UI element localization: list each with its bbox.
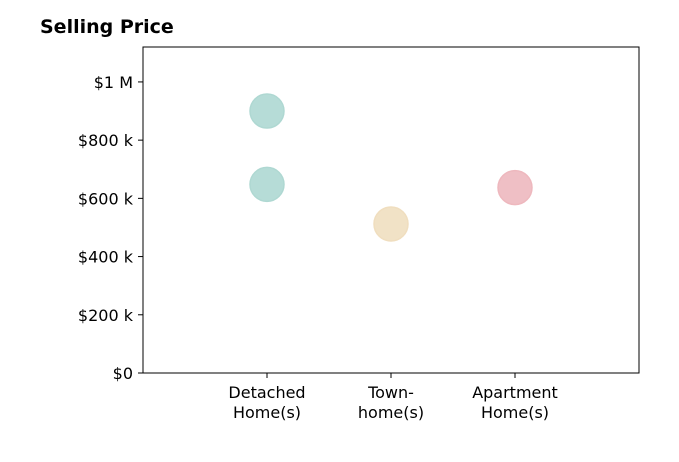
y-tick-label: $200 k — [78, 306, 134, 325]
x-tick-label: Home(s) — [481, 403, 549, 422]
x-tick-label: Apartment — [472, 383, 558, 402]
x-tick-label: Detached — [228, 383, 305, 402]
x-tick-label: Town- — [367, 383, 414, 402]
y-tick-label: $600 k — [78, 189, 134, 208]
y-tick-label: $400 k — [78, 248, 134, 267]
y-tick-label: $800 k — [78, 131, 134, 150]
data-point — [497, 169, 533, 206]
y-tick-label: $0 — [113, 364, 133, 383]
data-point — [249, 166, 285, 203]
x-axis: DetachedHome(s)Town-home(s)ApartmentHome… — [228, 373, 558, 422]
y-tick-label: $1 M — [94, 73, 133, 92]
data-point — [249, 93, 285, 129]
x-tick-label: Home(s) — [233, 403, 301, 422]
y-axis: $0 $200 k $400 k $600 k $800 k $1 M — [78, 73, 143, 383]
chart-title: Selling Price — [40, 16, 174, 38]
data-point — [373, 206, 409, 242]
x-tick-label: home(s) — [358, 403, 424, 422]
points-layer — [249, 93, 533, 242]
